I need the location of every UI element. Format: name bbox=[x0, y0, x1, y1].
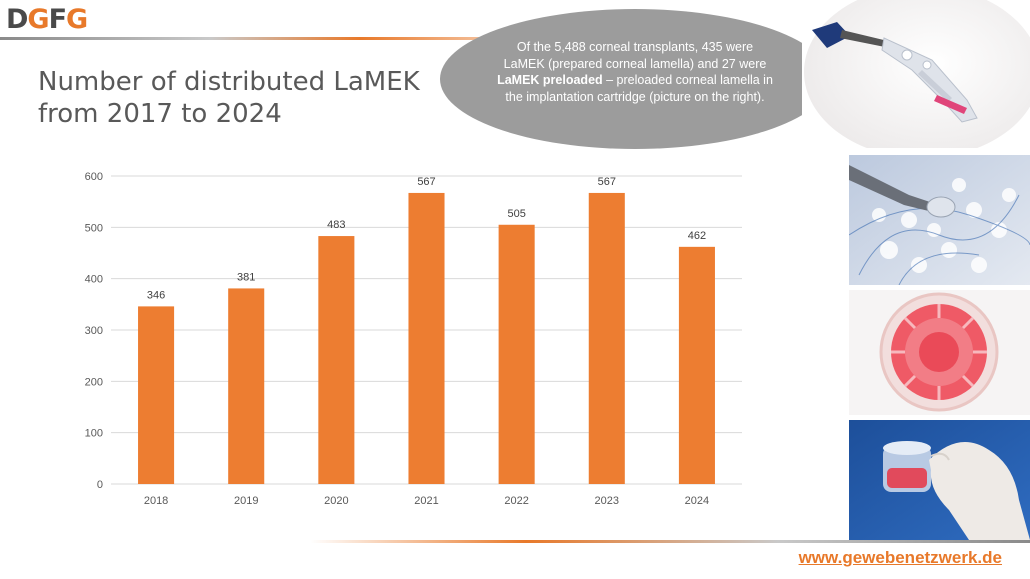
data-label-2021: 567 bbox=[417, 176, 435, 188]
y-tick-label: 200 bbox=[85, 376, 103, 388]
data-label-2020: 483 bbox=[327, 219, 345, 231]
y-tick-label: 500 bbox=[85, 222, 103, 234]
title-line-1: Number of distributed LaMEK bbox=[38, 67, 420, 97]
bubble-text-end: – preloaded corneal lamella in the impla… bbox=[505, 73, 773, 104]
x-tick-label-2021: 2021 bbox=[414, 495, 438, 507]
title-line-2: from 2017 to 2024 bbox=[38, 99, 282, 129]
bar-2023 bbox=[588, 192, 625, 484]
x-tick-label-2020: 2020 bbox=[324, 495, 348, 507]
x-tick-label-2022: 2022 bbox=[504, 495, 528, 507]
page-title: Number of distributed LaMEK from 2017 to… bbox=[38, 66, 438, 130]
header-divider bbox=[0, 37, 600, 40]
bar-2020 bbox=[318, 236, 355, 484]
x-tick-label-2018: 2018 bbox=[144, 495, 168, 507]
data-label-2022: 505 bbox=[507, 208, 525, 220]
hand-holding-container-photo bbox=[849, 420, 1030, 540]
footer-divider bbox=[310, 540, 1030, 543]
y-tick-label: 400 bbox=[85, 274, 103, 286]
bubble-text-start: Of the 5,488 corneal transplants, 435 we… bbox=[503, 40, 767, 71]
x-tick-label-2024: 2024 bbox=[685, 495, 709, 507]
bar-2019 bbox=[228, 288, 265, 484]
y-tick-label: 600 bbox=[85, 171, 103, 183]
data-label-2023: 567 bbox=[598, 176, 616, 188]
chart-bars bbox=[138, 192, 715, 484]
y-tick-label: 300 bbox=[85, 325, 103, 337]
bar-2024 bbox=[678, 246, 715, 484]
cartridge-photo bbox=[802, 0, 1030, 148]
container-top-view-photo bbox=[849, 290, 1030, 415]
x-axis-tick-labels: 2018 2019 2020 2021 2022 2023 2024 bbox=[144, 495, 709, 507]
y-tick-label: 0 bbox=[97, 479, 103, 491]
data-label-2018: 346 bbox=[147, 289, 165, 301]
bubble-text-bold: LaMEK preloaded bbox=[497, 73, 603, 87]
x-tick-label-2023: 2023 bbox=[595, 495, 619, 507]
bar-2022 bbox=[498, 224, 535, 484]
bar-2018 bbox=[138, 306, 175, 484]
website-link[interactable]: www.gewebenetzwerk.de bbox=[798, 548, 1002, 567]
distributed-lamek-bar-chart: 0 100 200 300 400 500 600 346 381 483 567 505 567 46… bbox=[85, 171, 742, 507]
data-label-2024: 462 bbox=[688, 230, 706, 242]
y-axis-tick-labels: 0 100 200 300 400 500 600 bbox=[85, 171, 103, 491]
x-tick-label-2019: 2019 bbox=[234, 495, 258, 507]
bar-data-labels: 346 381 483 567 505 567 462 bbox=[147, 176, 706, 301]
dgfg-logo: DGFG bbox=[6, 4, 88, 35]
y-tick-label: 100 bbox=[85, 428, 103, 440]
info-bubble bbox=[440, 9, 830, 149]
data-label-2019: 381 bbox=[237, 271, 255, 283]
info-bubble-text: Of the 5,488 corneal transplants, 435 we… bbox=[495, 39, 775, 105]
petri-dish-photo bbox=[849, 155, 1030, 285]
bar-2021 bbox=[408, 192, 445, 484]
